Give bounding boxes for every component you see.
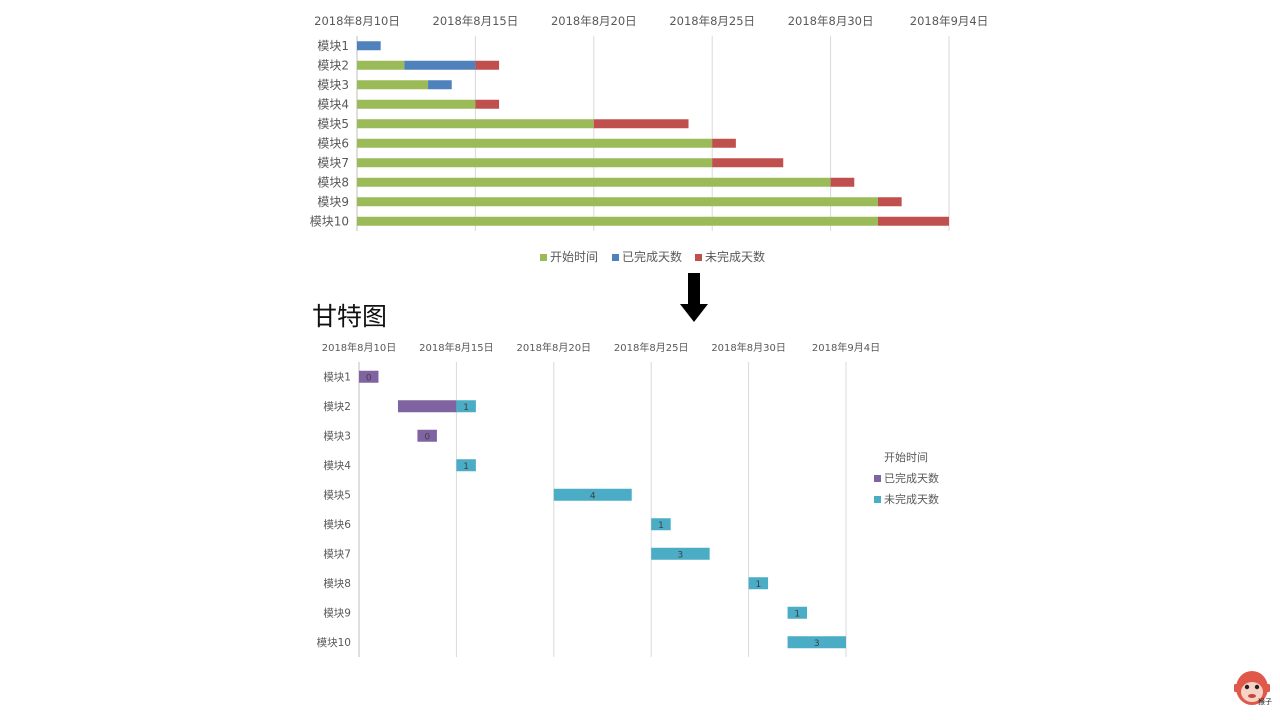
bar-segment-remaining <box>475 99 500 109</box>
bar-segment-remaining <box>830 177 855 187</box>
bar-segment-completed <box>359 370 379 383</box>
category-label: 模块6 <box>323 519 351 531</box>
bar-segment-remaining <box>748 577 769 590</box>
data-label: 1 <box>794 609 800 619</box>
category-label: 模块7 <box>317 156 349 170</box>
bar-segment-start <box>357 158 713 168</box>
bar-segment-completed <box>417 429 437 442</box>
legend-label: 已完成天数 <box>884 471 939 485</box>
category-label: 模块6 <box>317 136 349 150</box>
data-label: 1 <box>463 403 469 413</box>
arrow-down-icon <box>680 273 708 327</box>
bar-segment-remaining <box>553 488 632 501</box>
x-tick-label: 2018年9月4日 <box>812 341 880 354</box>
data-label: 1 <box>658 521 664 531</box>
x-tick-label: 2018年8月10日 <box>314 14 400 28</box>
category-label: 模块7 <box>323 548 351 560</box>
category-label: 模块4 <box>317 97 349 111</box>
data-label: 3 <box>814 639 820 649</box>
bar-segment-remaining <box>877 216 949 226</box>
legend-label: 开始时间 <box>884 450 928 464</box>
x-tick-label: 2018年8月15日 <box>419 341 494 354</box>
category-label: 模块5 <box>323 489 351 501</box>
category-label: 模块10 <box>310 214 349 228</box>
bar-segment-remaining <box>877 197 902 207</box>
category-label: 模块1 <box>317 39 349 53</box>
category-label: 模块2 <box>323 401 351 413</box>
monkey-logo-icon <box>1232 668 1272 712</box>
legend-label: 开始时间 <box>550 250 598 264</box>
bar-segment-start <box>357 138 713 148</box>
category-label: 模块4 <box>323 460 351 472</box>
x-tick-label: 2018年8月10日 <box>322 341 397 354</box>
legend-label: 未完成天数 <box>884 492 939 506</box>
x-tick-label: 2018年8月30日 <box>788 14 874 28</box>
category-label: 模块3 <box>317 78 349 92</box>
category-label: 模块10 <box>317 637 351 649</box>
page-title: 甘特图 <box>312 302 388 331</box>
bar-segment-completed <box>428 80 452 90</box>
category-label: 模块5 <box>317 117 349 131</box>
bar-segment-start <box>357 99 476 109</box>
bar-segment-remaining <box>593 119 689 129</box>
legend-swatch <box>612 254 619 261</box>
bar-segment-start <box>357 119 594 129</box>
x-tick-label: 2018年8月15日 <box>433 14 519 28</box>
bar-segment-start <box>357 60 405 70</box>
bar-segment-start <box>357 197 878 207</box>
data-label: 0 <box>366 373 372 383</box>
data-label: 3 <box>678 550 684 560</box>
category-label: 模块9 <box>323 607 351 619</box>
legend-swatch <box>540 254 547 261</box>
bar-segment-completed <box>404 60 476 70</box>
category-label: 模块8 <box>323 578 351 590</box>
legend-label: 未完成天数 <box>705 249 765 264</box>
data-label: 1 <box>463 462 469 472</box>
bar-segment-remaining <box>456 459 476 472</box>
bar-segment-remaining <box>712 138 736 148</box>
legend-swatch <box>874 475 881 482</box>
top-gantt-chart: 2018年8月10日 2018年8月15日 2018年8月20日 2018年8月25日… <box>310 14 988 264</box>
data-label: 1 <box>755 580 761 590</box>
data-label: 4 <box>590 491 596 501</box>
category-label: 模块8 <box>317 175 349 189</box>
bar-segment-remaining <box>651 518 671 531</box>
x-tick-label: 2018年8月20日 <box>551 14 637 28</box>
bar-segment-start <box>357 177 831 187</box>
x-tick-label: 2018年8月25日 <box>669 14 755 28</box>
bar-segment-completed <box>397 400 457 413</box>
bar-segment-remaining <box>456 400 476 413</box>
bar-segment-start <box>357 80 429 90</box>
category-label: 模块3 <box>323 430 351 442</box>
legend-swatch <box>874 496 881 503</box>
bar-segment-remaining <box>651 547 710 560</box>
data-label: 0 <box>424 432 430 442</box>
x-tick-label: 2018年8月25日 <box>614 341 689 354</box>
bar-segment-remaining <box>787 606 808 619</box>
bar-segment-remaining <box>475 60 500 70</box>
x-tick-label: 2018年8月30日 <box>711 341 786 354</box>
bar-segment-start <box>357 216 878 226</box>
category-label: 模块2 <box>317 58 349 72</box>
bar-segment-remaining <box>712 158 784 168</box>
bar-segment-remaining <box>787 636 846 649</box>
legend-label: 已完成天数 <box>622 249 682 264</box>
x-tick-label: 2018年8月20日 <box>517 341 592 354</box>
category-label: 模块9 <box>317 195 349 209</box>
bar-segment-completed <box>357 41 381 51</box>
x-tick-label: 2018年9月4日 <box>910 14 988 28</box>
category-label: 模块1 <box>323 371 351 383</box>
legend-swatch <box>695 254 702 261</box>
logo-text: 猴子 <box>1258 698 1272 706</box>
